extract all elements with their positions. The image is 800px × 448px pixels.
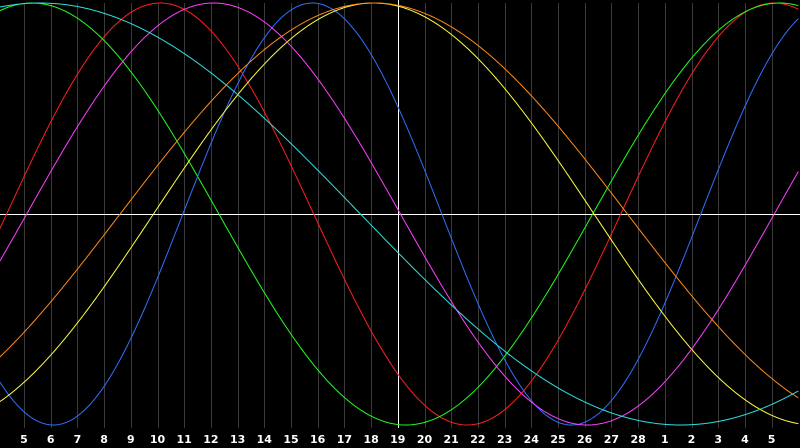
x-tick-label: 26 <box>577 433 593 446</box>
series-layer <box>0 2 799 426</box>
x-tick-label: 11 <box>177 433 192 446</box>
series-line-3 <box>0 2 799 425</box>
x-tick-label: 5 <box>20 433 28 446</box>
x-tick-label: 2 <box>688 433 696 446</box>
x-tick-label: 7 <box>74 433 82 446</box>
x-tick-label: 20 <box>417 433 433 446</box>
x-tick-label: 5 <box>768 433 776 446</box>
x-tick-label: 17 <box>337 433 352 446</box>
x-tick-label: 12 <box>203 433 218 446</box>
x-tick-label: 9 <box>127 433 135 446</box>
x-tick-label: 24 <box>524 433 540 446</box>
axis-layer <box>0 0 800 428</box>
x-tick-label: 28 <box>630 433 645 446</box>
x-tick-label: 25 <box>550 433 565 446</box>
x-tick-label: 19 <box>390 433 405 446</box>
series-line-5 <box>0 2 799 426</box>
series-line-6 <box>0 2 799 426</box>
x-tick-label: 22 <box>470 433 485 446</box>
series-line-2 <box>0 2 799 426</box>
x-tick-label: 16 <box>310 433 326 446</box>
x-tick-label: 18 <box>363 433 378 446</box>
x-tick-label: 21 <box>444 433 459 446</box>
x-tick-label: 27 <box>604 433 619 446</box>
x-tick-label: 6 <box>47 433 55 446</box>
x-axis-labels: 5 6 7 8 9 10 11 12 13 14 15 16 17 18 19 20 21 22 23 24 25 26 2… <box>20 433 775 446</box>
x-tick-label: 23 <box>497 433 512 446</box>
x-tick-label: 8 <box>100 433 108 446</box>
x-tick-label: 14 <box>257 433 273 446</box>
series-line-0 <box>0 2 799 426</box>
grid-layer <box>24 3 773 428</box>
x-tick-label: 13 <box>230 433 245 446</box>
x-tick-label: 15 <box>283 433 298 446</box>
series-line-1 <box>0 2 799 426</box>
x-tick-label: 3 <box>714 433 722 446</box>
x-tick-label: 1 <box>661 433 669 446</box>
series-line-4 <box>0 2 799 399</box>
x-tick-label: 10 <box>150 433 166 446</box>
x-tick-label: 4 <box>741 433 749 446</box>
